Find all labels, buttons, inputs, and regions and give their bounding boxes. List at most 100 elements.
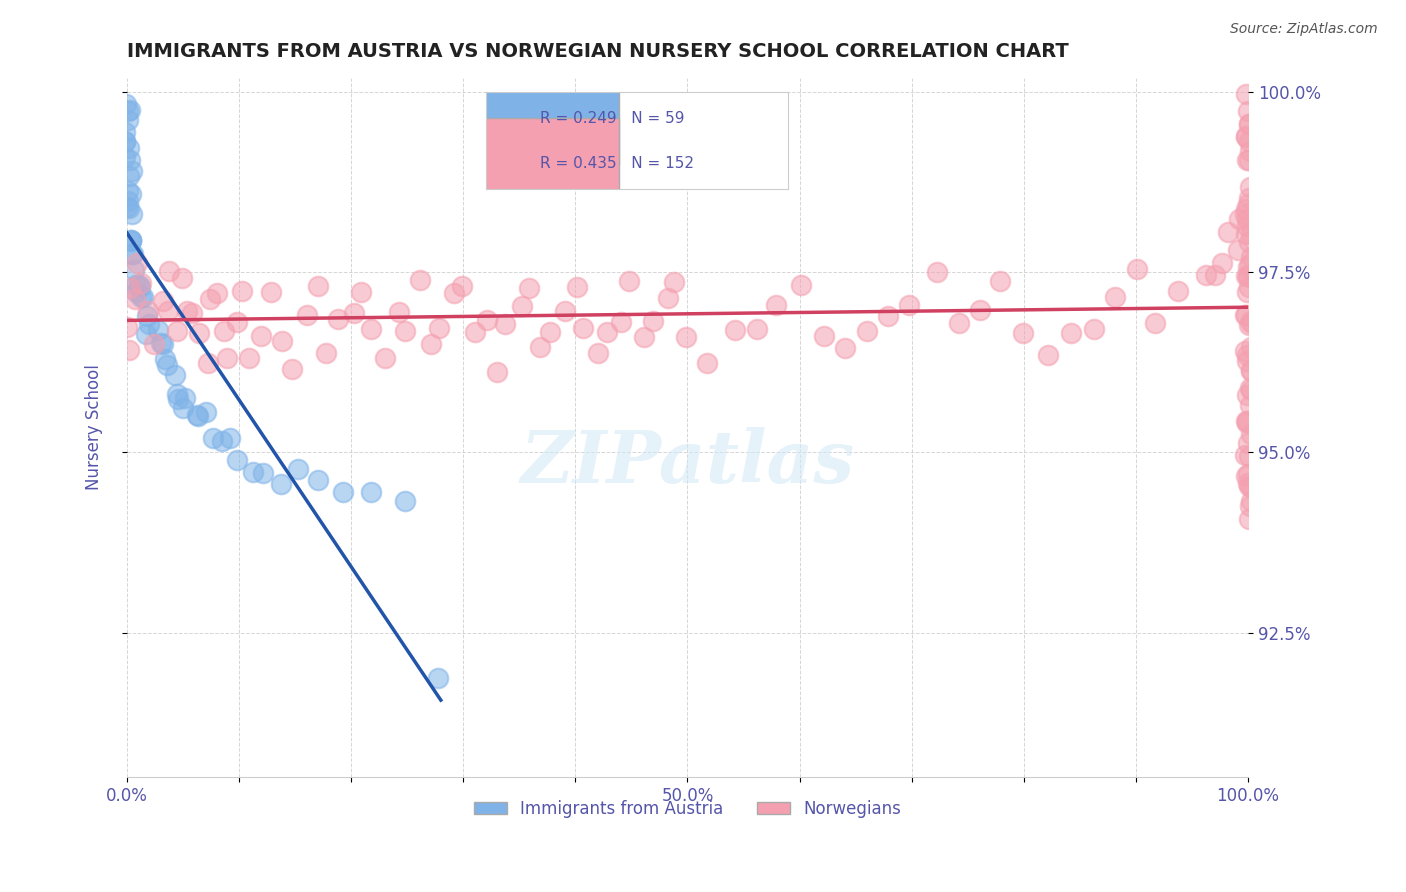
Point <box>287 462 309 476</box>
Point <box>1239 257 1261 271</box>
Point <box>1237 479 1260 493</box>
Point <box>572 321 595 335</box>
Point <box>633 330 655 344</box>
Point <box>475 313 498 327</box>
Text: Source: ZipAtlas.com: Source: ZipAtlas.com <box>1230 22 1378 37</box>
Point <box>125 285 148 299</box>
Point <box>1234 87 1257 101</box>
Y-axis label: Nursery School: Nursery School <box>86 364 103 491</box>
Point <box>1233 343 1256 358</box>
Point <box>1239 398 1261 412</box>
Point <box>1237 268 1260 283</box>
Point <box>988 274 1011 288</box>
Point <box>281 362 304 376</box>
Point <box>120 153 142 167</box>
Point <box>565 279 588 293</box>
Point <box>332 484 354 499</box>
Point <box>120 233 142 247</box>
Point <box>1218 225 1240 239</box>
Point <box>122 247 145 261</box>
Point <box>157 304 180 318</box>
Point <box>172 401 194 416</box>
Point <box>115 97 138 112</box>
Point <box>1236 212 1258 227</box>
Point <box>1239 493 1261 508</box>
Point <box>143 337 166 351</box>
Point <box>1234 227 1257 241</box>
Point <box>118 343 141 358</box>
Point <box>657 291 679 305</box>
Point <box>1234 202 1257 217</box>
Point <box>1234 268 1257 283</box>
Point <box>1237 475 1260 490</box>
Point <box>747 322 769 336</box>
Legend: Immigrants from Austria, Norwegians: Immigrants from Austria, Norwegians <box>467 793 908 824</box>
Point <box>1036 348 1059 362</box>
Point <box>1060 326 1083 341</box>
Point <box>610 315 633 329</box>
Point <box>789 278 811 293</box>
Point <box>122 263 145 277</box>
Point <box>153 351 176 366</box>
Point <box>374 351 396 365</box>
Point <box>121 247 143 261</box>
Point <box>1234 448 1257 462</box>
Point <box>124 293 146 307</box>
Point <box>1234 129 1257 144</box>
Point <box>813 329 835 343</box>
Point <box>1083 321 1105 335</box>
Point <box>1239 250 1261 264</box>
Point <box>360 322 382 336</box>
Text: IMMIGRANTS FROM AUSTRIA VS NORWEGIAN NURSERY SCHOOL CORRELATION CHART: IMMIGRANTS FROM AUSTRIA VS NORWEGIAN NUR… <box>127 42 1069 61</box>
Point <box>120 233 142 247</box>
Point <box>205 285 228 300</box>
Point <box>125 256 148 270</box>
Point <box>295 308 318 322</box>
Point <box>394 494 416 508</box>
Point <box>1104 290 1126 304</box>
Point <box>270 476 292 491</box>
Point <box>1239 117 1261 131</box>
Point <box>675 330 697 344</box>
Point <box>172 271 194 285</box>
Point <box>252 466 274 480</box>
Point <box>187 326 209 341</box>
Point <box>117 194 139 209</box>
Point <box>696 356 718 370</box>
Point <box>1211 256 1233 270</box>
Point <box>242 465 264 479</box>
Point <box>219 431 242 445</box>
Point <box>115 319 138 334</box>
Point <box>538 325 561 339</box>
Point <box>307 279 329 293</box>
Point <box>315 345 337 359</box>
Point <box>662 275 685 289</box>
Point <box>1237 268 1260 283</box>
Point <box>510 299 533 313</box>
Point <box>129 277 152 291</box>
Point <box>1236 387 1258 401</box>
Point <box>1234 414 1257 428</box>
Point <box>1239 449 1261 463</box>
Point <box>1234 468 1257 483</box>
Text: ZIPatlas: ZIPatlas <box>520 426 855 498</box>
Point <box>1240 383 1263 397</box>
Point <box>554 304 576 318</box>
Point <box>129 280 152 294</box>
Point <box>157 264 180 278</box>
Point <box>146 323 169 337</box>
Point <box>834 342 856 356</box>
Point <box>1227 212 1250 227</box>
Point <box>1236 219 1258 234</box>
Point <box>121 163 143 178</box>
Point <box>876 310 898 324</box>
Point <box>1239 512 1261 526</box>
Point <box>427 320 450 334</box>
Point <box>115 200 138 214</box>
Point <box>856 324 879 338</box>
Point <box>360 485 382 500</box>
Point <box>948 317 970 331</box>
Point <box>114 150 136 164</box>
Point <box>1236 153 1258 168</box>
Point <box>225 315 247 329</box>
